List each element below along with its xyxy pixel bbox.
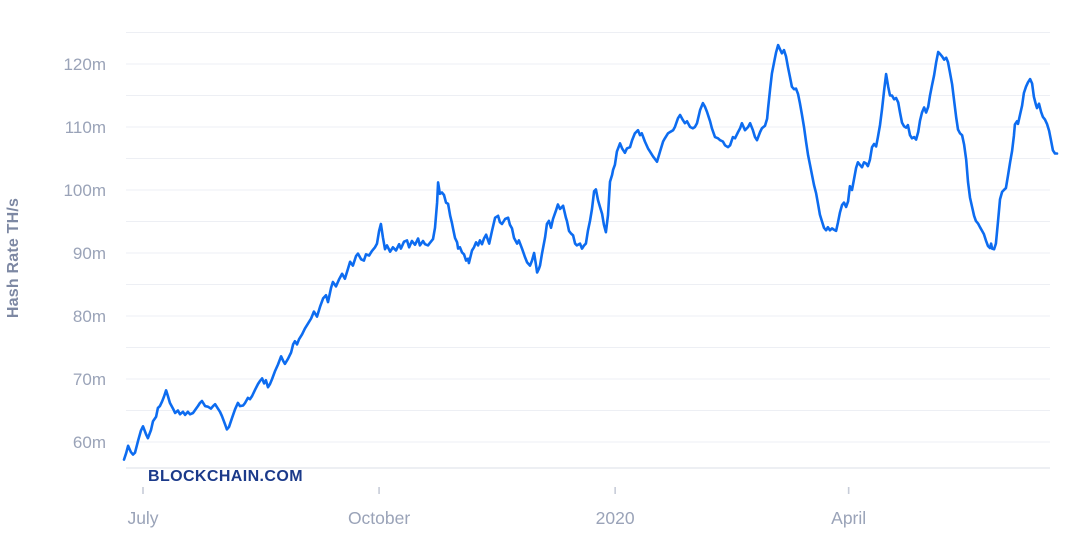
- y-tick-label: 80m: [73, 307, 106, 326]
- x-tick-label: April: [831, 508, 866, 528]
- axes: [126, 467, 1050, 494]
- x-tick-label: July: [127, 508, 158, 528]
- hash-rate-line-series: [122, 43, 1059, 461]
- plot-area[interactable]: [126, 29, 1057, 468]
- y-tick-label: 60m: [73, 433, 106, 452]
- y-tick-label: 120m: [63, 55, 106, 74]
- y-tick-label: 70m: [73, 370, 106, 389]
- x-tick-label: 2020: [596, 508, 635, 528]
- y-tick-label: 110m: [65, 118, 106, 137]
- y-tick-label: 100m: [63, 181, 106, 200]
- gridlines: [126, 32, 1050, 443]
- y-axis-title: Hash Rate TH/s: [5, 197, 22, 319]
- y-tick-label: 90m: [73, 244, 106, 263]
- blockchain-logo: BLOCKCHAIN.COM: [148, 468, 303, 485]
- x-tick-label: October: [348, 508, 410, 528]
- axis-labels: 120m 110m 100m 90m 80m 70m 60m July October 2020 A…: [63, 55, 866, 528]
